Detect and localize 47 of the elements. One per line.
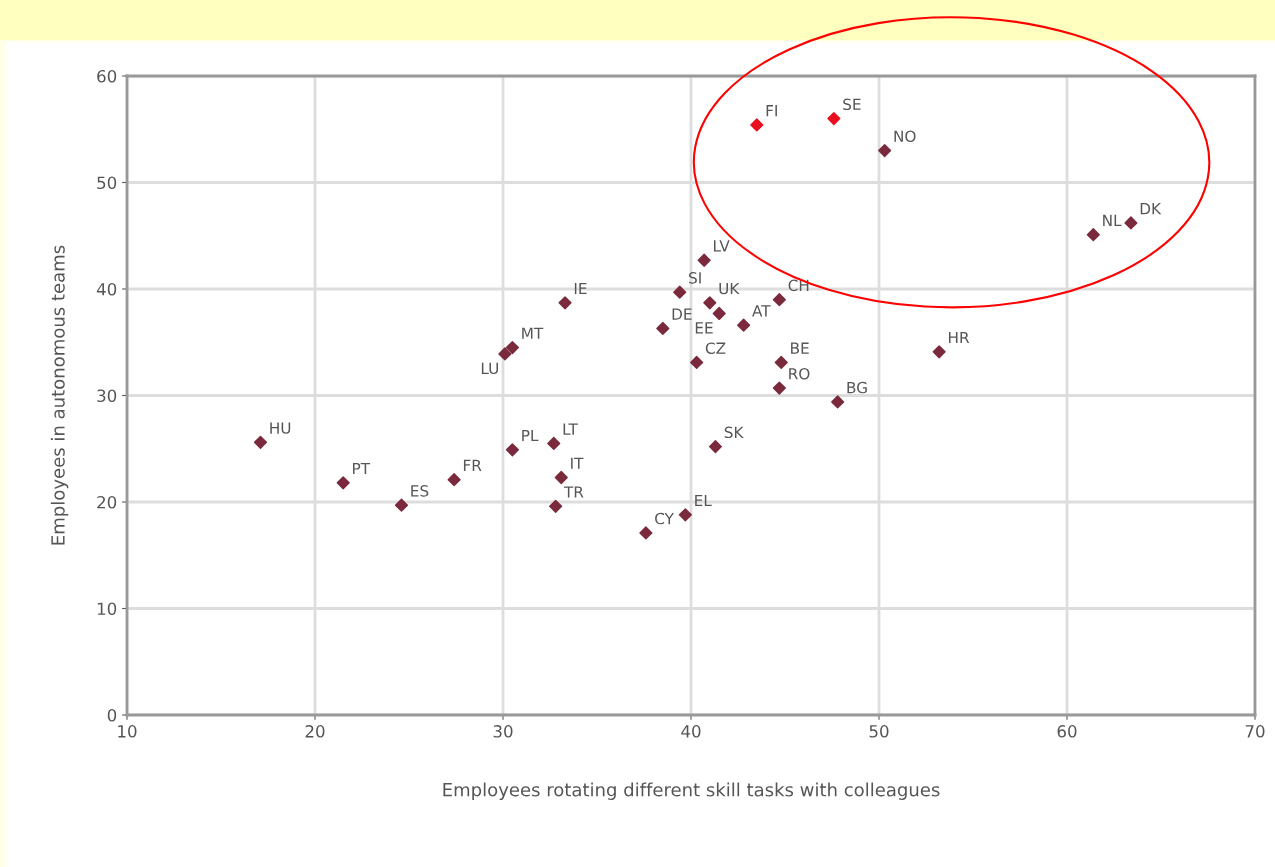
annotation: FI (766, 105, 777, 117)
annotation: NO (894, 130, 916, 143)
annotation: PT (353, 462, 371, 475)
y-tick-label: 60 (97, 69, 117, 83)
annotation: LT (563, 423, 578, 435)
y-tick-label: 10 (97, 602, 117, 616)
annotation: FR (463, 459, 482, 471)
annotation: DE (672, 308, 692, 320)
y-tick-label: 30 (97, 389, 117, 403)
annotation: CY (655, 512, 674, 525)
annotation: EL (695, 494, 712, 507)
annotation: BE (791, 342, 809, 354)
annotation: HR (948, 331, 970, 344)
annotation: SK (724, 426, 744, 439)
y-tick-label: 40 (96, 282, 117, 296)
x-tick-label: 30 (493, 725, 513, 738)
annotation: EE (695, 322, 713, 334)
annotation: UK (719, 282, 740, 295)
x-tick-label: 20 (305, 725, 325, 738)
y-tick-label: 50 (97, 176, 117, 190)
y-tick-label: 0 (107, 708, 117, 722)
x-tick-label: 40 (681, 725, 701, 738)
annotation: DK (1140, 203, 1162, 215)
annotation: CH (788, 279, 809, 292)
annotation: PL (522, 429, 539, 442)
annotation: SI (689, 272, 701, 284)
x-axis-title: Employees rotating different skill tasks with colleagues (443, 782, 940, 800)
y-axis-title: Employees in autonomous teams (50, 245, 69, 545)
annotation: IE (574, 282, 587, 295)
annotation: ES (411, 485, 429, 497)
y-tick-label: 20 (97, 495, 117, 509)
annotation: AT (752, 305, 771, 317)
annotation: BG (847, 381, 867, 394)
x-tick-label: 60 (1057, 725, 1077, 738)
annotation: NL (1103, 214, 1122, 226)
x-tick-label: 50 (869, 725, 889, 738)
annotation: RO (789, 367, 810, 380)
annotation: LV (713, 240, 730, 252)
annotation: CZ (705, 342, 726, 354)
annotation: SE (843, 98, 861, 111)
x-tick-label: 10 (118, 725, 137, 738)
annotation: HU (270, 422, 291, 434)
annotation: LU (481, 362, 498, 375)
annotation: TR (563, 486, 584, 498)
annotation: MT (522, 327, 544, 339)
annotation: IT (571, 457, 584, 469)
x-tick-label: 70 (1245, 725, 1265, 738)
